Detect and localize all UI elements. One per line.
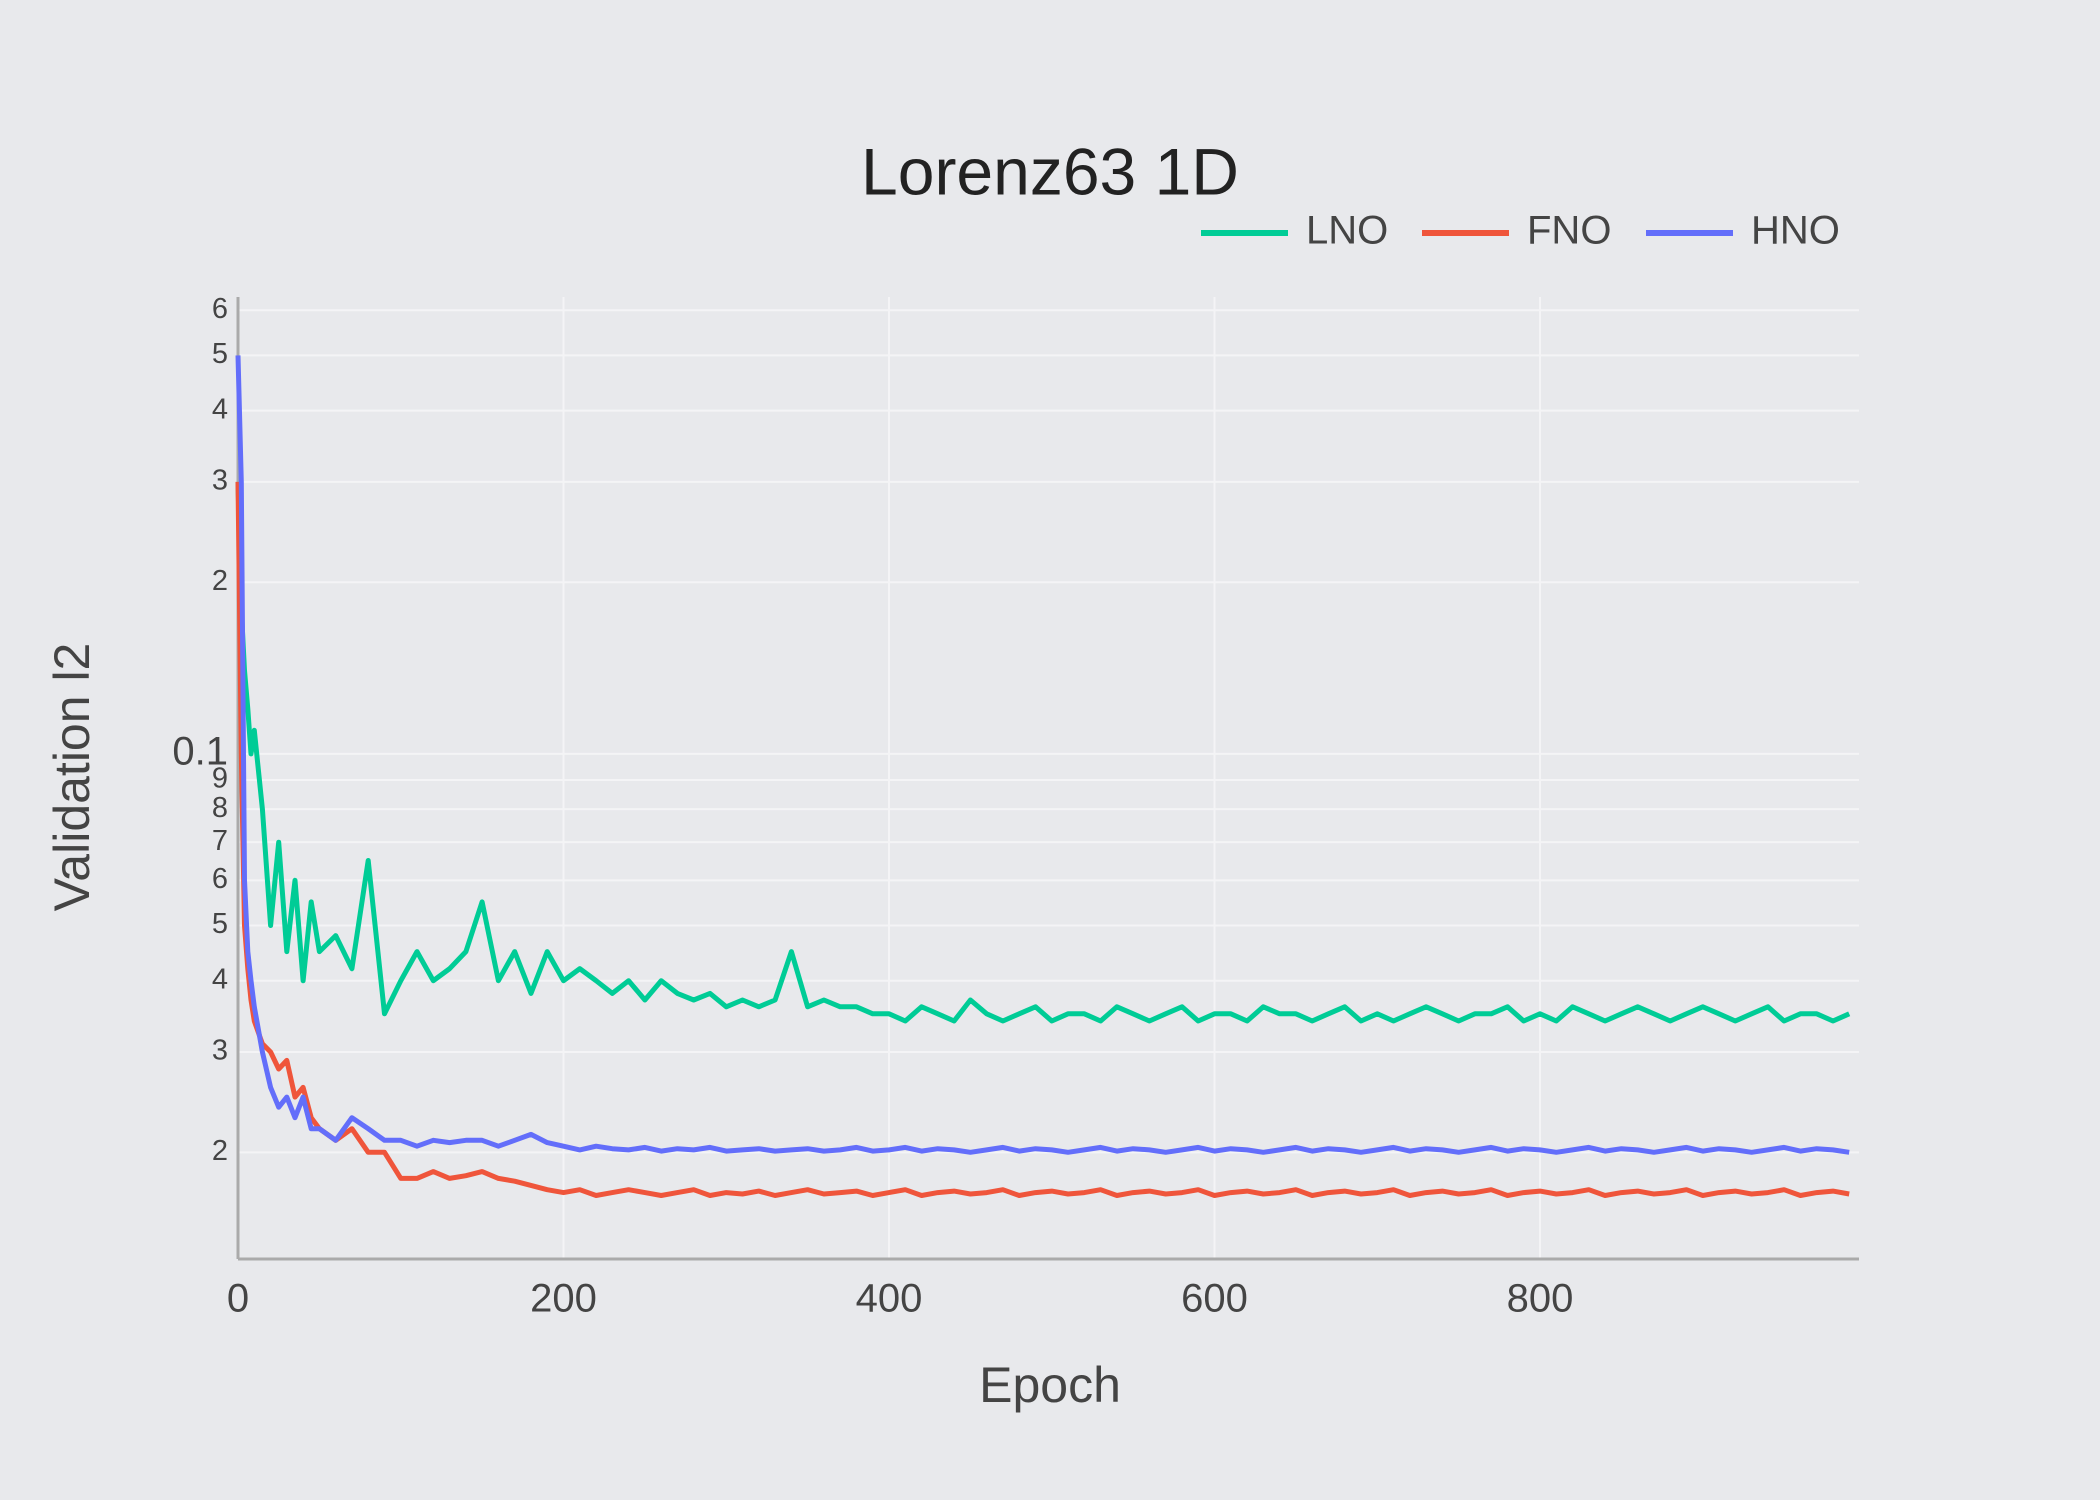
y-tick-label: 6 [212, 293, 228, 325]
x-tick-label: 600 [1181, 1277, 1248, 1321]
legend-label: HNO [1751, 209, 1840, 253]
series-line [235, 481, 1850, 1198]
y-tick-label: 0.1 [172, 729, 228, 773]
x-tick-label: 200 [530, 1277, 597, 1321]
y-tick-label: 4 [212, 393, 228, 425]
x-tick-label: 0 [227, 1277, 249, 1321]
legend-label: LNO [1306, 209, 1388, 253]
y-tick-label: 3 [212, 1035, 228, 1067]
y-tick-label: 2 [212, 1135, 228, 1167]
y-tick-label: 5 [212, 338, 228, 370]
y-tick-label: 6 [212, 863, 228, 895]
y-tick-label: 7 [212, 825, 228, 857]
y-tick-label: 2 [212, 565, 228, 597]
legend-label: FNO [1527, 209, 1611, 253]
x-tick-label: 800 [1507, 1277, 1574, 1321]
chart-title: Lorenz63 1D [861, 134, 1239, 208]
series-line [235, 355, 1850, 1155]
x-axis-title: Epoch [979, 1357, 1121, 1413]
x-tick-label: 400 [856, 1277, 923, 1321]
y-tick-label: 3 [212, 465, 228, 497]
y-axis-title: Validation l2 [44, 643, 100, 912]
y-tick-label: 8 [212, 792, 228, 824]
y-tick-label: 4 [212, 963, 228, 995]
series-line [235, 481, 1851, 1024]
y-tick-label: 5 [212, 908, 228, 940]
y-tick-label: 9 [212, 763, 228, 795]
